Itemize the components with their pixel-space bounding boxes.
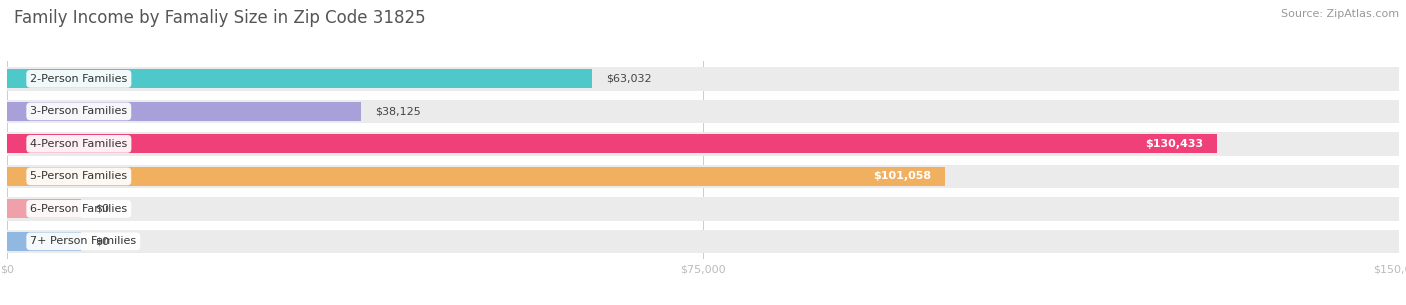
Text: 2-Person Families: 2-Person Families <box>31 74 128 84</box>
Text: $63,032: $63,032 <box>606 74 651 84</box>
Bar <box>7 102 361 121</box>
Bar <box>7 232 82 251</box>
Bar <box>7 199 82 218</box>
Bar <box>7 135 1218 153</box>
Text: $0: $0 <box>96 236 110 246</box>
Bar <box>7 197 1399 221</box>
Text: 3-Person Families: 3-Person Families <box>31 106 128 117</box>
Text: Family Income by Famaliy Size in Zip Code 31825: Family Income by Famaliy Size in Zip Cod… <box>14 9 426 27</box>
Text: 7+ Person Families: 7+ Person Families <box>31 236 136 246</box>
Text: 6-Person Families: 6-Person Families <box>31 204 128 214</box>
Bar <box>7 100 1399 123</box>
Text: 5-Person Families: 5-Person Families <box>31 171 128 181</box>
Text: $0: $0 <box>96 204 110 214</box>
Text: $38,125: $38,125 <box>375 106 420 117</box>
Text: $130,433: $130,433 <box>1146 139 1204 149</box>
Text: $101,058: $101,058 <box>873 171 931 181</box>
Bar <box>7 70 592 88</box>
Bar <box>7 230 1399 253</box>
Bar <box>7 165 1399 188</box>
Text: Source: ZipAtlas.com: Source: ZipAtlas.com <box>1281 9 1399 19</box>
Text: 4-Person Families: 4-Person Families <box>31 139 128 149</box>
Bar <box>7 132 1399 156</box>
Bar <box>7 167 945 186</box>
Bar <box>7 67 1399 91</box>
